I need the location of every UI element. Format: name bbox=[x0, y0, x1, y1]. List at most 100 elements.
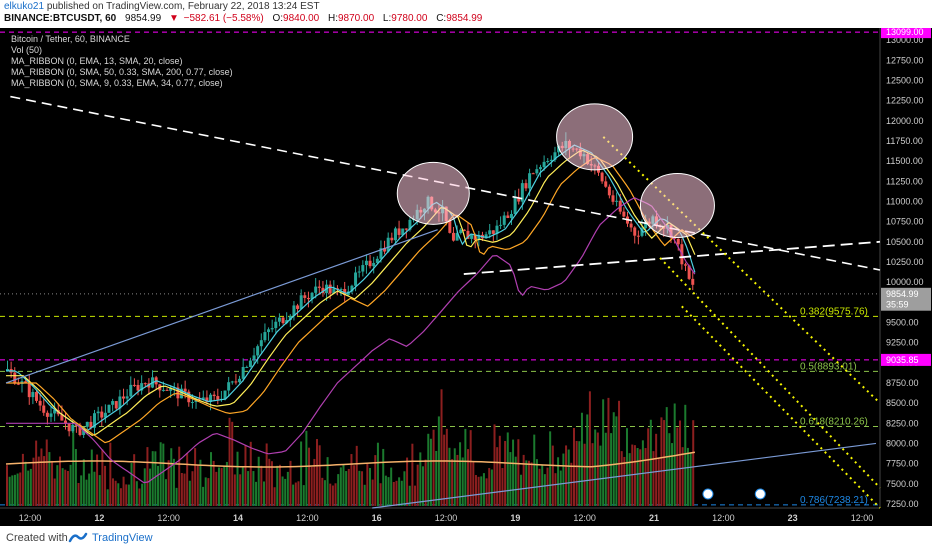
volume-bar bbox=[217, 467, 220, 506]
y-tick-label: 11250.00 bbox=[886, 176, 923, 186]
candle-body bbox=[212, 394, 216, 397]
volume-bar bbox=[294, 482, 297, 506]
open-value: 9840.00 bbox=[283, 13, 320, 24]
candle-body bbox=[64, 420, 68, 424]
volume-bar bbox=[170, 448, 173, 506]
volume-bar bbox=[334, 483, 337, 506]
candle-body bbox=[622, 211, 626, 217]
candle-body bbox=[524, 183, 528, 189]
volume-bar bbox=[533, 434, 536, 506]
author-link[interactable]: elkuko21 bbox=[4, 1, 45, 12]
volume-bar bbox=[40, 448, 43, 506]
volume-bar bbox=[6, 465, 8, 506]
volume-bar bbox=[244, 444, 247, 506]
volume-bar bbox=[660, 417, 663, 506]
candle-body bbox=[491, 230, 495, 234]
published-text: published on TradingView.com, February 2… bbox=[46, 1, 320, 12]
candle-body bbox=[49, 413, 53, 417]
volume-bar bbox=[109, 442, 112, 506]
candle-body bbox=[538, 167, 542, 170]
volume-bar bbox=[678, 420, 681, 506]
x-tick-label: 12:00 bbox=[712, 513, 735, 523]
volume-bar bbox=[260, 465, 263, 506]
created-with-text: Created with bbox=[6, 532, 68, 544]
candle-body bbox=[165, 389, 169, 391]
volume-bar bbox=[178, 446, 181, 506]
candle-body bbox=[466, 230, 470, 239]
volume-bar bbox=[657, 458, 660, 506]
volume-bar bbox=[225, 461, 228, 506]
y-tick-label: 7250.00 bbox=[886, 499, 919, 509]
candle-body bbox=[31, 391, 35, 398]
volume-bar bbox=[289, 460, 292, 506]
volume-bar bbox=[69, 464, 72, 506]
volume-bar bbox=[164, 479, 167, 506]
x-tick-label: 12:00 bbox=[19, 513, 42, 523]
volume-bar bbox=[8, 476, 11, 506]
volume-bar bbox=[567, 449, 570, 506]
candle-body bbox=[252, 355, 256, 361]
candle-body bbox=[292, 305, 296, 316]
price-tag bbox=[881, 298, 931, 311]
candle-body bbox=[328, 284, 332, 294]
volume-bar bbox=[202, 486, 205, 506]
volume-bar bbox=[210, 452, 213, 506]
volume-bar bbox=[29, 468, 32, 506]
chart-area[interactable]: 13000.00 12750.00 12500.00 12250.00 12000.00… bbox=[0, 26, 932, 526]
volume-bar bbox=[610, 433, 613, 506]
volume-bar bbox=[231, 421, 234, 506]
y-tick-label: 10750.00 bbox=[886, 217, 924, 227]
volume-bar bbox=[443, 434, 446, 506]
candle-body bbox=[241, 366, 245, 379]
candle-body bbox=[38, 400, 42, 406]
legend-item-ribbon-1[interactable]: MA_RIBBON (0, EMA, 13, SMA, 20, close) bbox=[11, 56, 183, 66]
volume-bar bbox=[191, 471, 194, 506]
legend-item-volume[interactable]: Vol (50) bbox=[11, 45, 43, 55]
volume-bar bbox=[570, 462, 573, 506]
legend-item-ribbon-2[interactable]: MA_RIBBON (0, SMA, 50, 0.33, SMA, 200, 0… bbox=[11, 67, 233, 77]
candle-body bbox=[234, 381, 238, 383]
candle-body bbox=[629, 223, 633, 228]
x-tick-label: 23 bbox=[788, 513, 798, 523]
candle-body bbox=[143, 383, 147, 385]
candle-body bbox=[201, 397, 205, 400]
price-chart[interactable]: 13000.00 12750.00 12500.00 12250.00 12000.00… bbox=[0, 26, 932, 526]
volume-bar bbox=[172, 458, 175, 506]
tradingview-brand-link[interactable]: TradingView bbox=[92, 532, 153, 544]
volume-bar bbox=[459, 442, 462, 506]
volume-bar bbox=[90, 449, 93, 506]
candle-body bbox=[477, 234, 481, 240]
volume-bar bbox=[21, 453, 24, 506]
badge-3-left bbox=[702, 488, 714, 500]
volume-bar bbox=[125, 484, 128, 506]
volume-bar bbox=[143, 468, 146, 506]
volume-bar bbox=[37, 456, 40, 506]
x-tick-label: 12:00 bbox=[435, 513, 458, 523]
x-tick-label: 12 bbox=[94, 513, 104, 523]
volume-bar bbox=[376, 442, 379, 506]
candle-body bbox=[691, 278, 695, 285]
volume-bar bbox=[520, 474, 523, 506]
ma-line-200 bbox=[6, 197, 696, 484]
volume-bar bbox=[464, 428, 467, 506]
candle-body bbox=[383, 248, 387, 252]
x-tick-label: 16 bbox=[372, 513, 382, 523]
volume-bar bbox=[623, 456, 626, 506]
volume-bar bbox=[374, 455, 377, 506]
fib-label: 0.382(9575.76) bbox=[800, 306, 868, 317]
volume-bar bbox=[337, 474, 340, 506]
volume-bar bbox=[469, 430, 472, 506]
volume-bar bbox=[435, 450, 438, 506]
candle-body bbox=[27, 382, 31, 398]
high-label: H: bbox=[327, 13, 338, 24]
legend-item-ribbon-3[interactable]: MA_RIBBON (0, SMA, 9, 0.33, EMA, 34, 0.7… bbox=[11, 78, 223, 88]
volume-bar bbox=[257, 456, 260, 506]
fib-label: 0.5(8893.01) bbox=[800, 361, 857, 372]
volume-bar bbox=[223, 466, 226, 506]
candle-body bbox=[676, 238, 680, 245]
volume-bar bbox=[48, 452, 51, 506]
y-tick-label: 13000.00 bbox=[886, 35, 924, 45]
volume-bar bbox=[308, 447, 311, 506]
candle-body bbox=[85, 421, 89, 427]
volume-bar bbox=[281, 476, 284, 506]
